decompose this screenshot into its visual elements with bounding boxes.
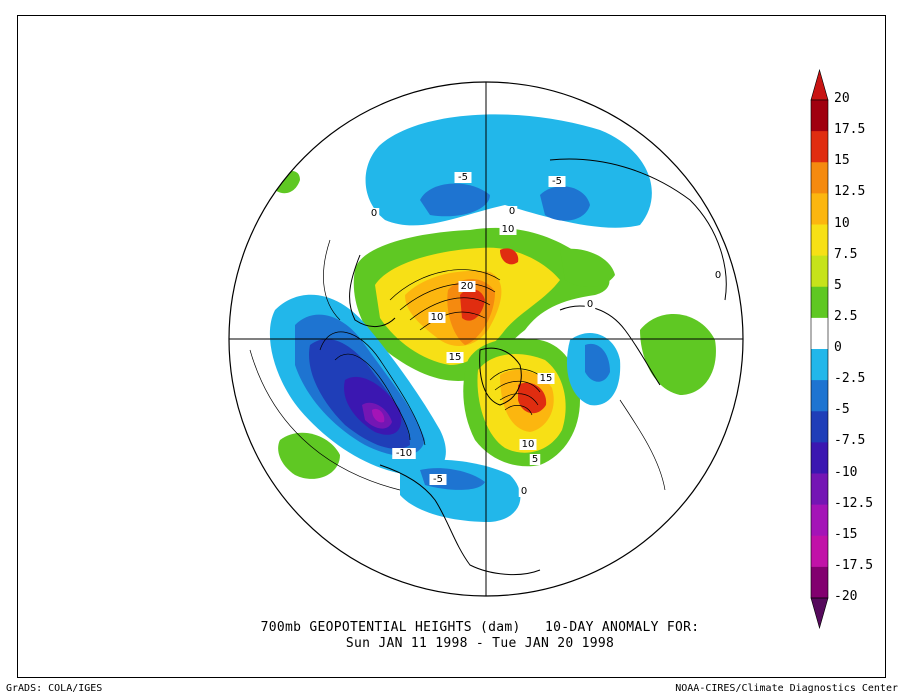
colorbar-segment [811, 193, 828, 225]
colorbar-tick-label: -2.5 [834, 371, 866, 387]
colorbar-segment [811, 255, 828, 288]
contour-label: 0 [587, 299, 593, 310]
contour-label-bg [519, 439, 537, 450]
colorbar-tick-label: -17.5 [834, 557, 874, 573]
contour-label-bg [368, 208, 380, 219]
colorbar-tick-label: 12.5 [834, 184, 866, 200]
contour-label-bg [518, 486, 530, 497]
anomaly-arctic-pos-core [460, 288, 485, 321]
contour-label-bg [499, 224, 517, 235]
contour-label: 10 [502, 224, 515, 235]
contour-label: -5 [458, 172, 468, 183]
anomaly-europe-neg-core [585, 343, 610, 382]
contour-label: 10 [431, 312, 444, 323]
map-title-line-2: Sun JAN 11 1998 - Tue JAN 20 1998 [345, 636, 615, 651]
contour-label-bg [428, 312, 446, 323]
contour-label: 0 [371, 208, 377, 219]
anomaly-siberia-core-1 [420, 183, 490, 217]
colorbar-segment [811, 100, 828, 132]
contour-label-bg [392, 448, 416, 459]
coast-north-america [379, 464, 541, 575]
contour-label: 0 [521, 486, 527, 497]
colorbar-top-arrow [810, 68, 829, 101]
colorbar-segment [811, 380, 828, 412]
colorbar-tick-label: 15 [834, 153, 850, 169]
colorbar-segment [811, 566, 828, 599]
anomaly-wpacific-positive [278, 432, 340, 479]
credit-noaa: NOAA-CIRES/Climate Diagnostics Center [675, 683, 898, 694]
coast-greenland [479, 347, 522, 406]
colorbar-tick-label: 10 [834, 215, 850, 231]
contour-label: 15 [449, 352, 462, 363]
colorbar-segment [811, 442, 828, 474]
colorbar-segment [811, 504, 828, 537]
colorbar-tick-label: 0 [834, 340, 842, 355]
colorbar-tick-label: -10 [834, 464, 858, 480]
colorbar-segment [811, 349, 828, 381]
map-title-line-1: 700mb GEOPOTENTIAL HEIGHTS (dam) 10-DAY … [260, 620, 700, 635]
colorbar-segment [811, 162, 828, 194]
colorbar-tick-label: 17.5 [834, 122, 866, 138]
colorbar-tick-label: -20 [834, 589, 858, 604]
colorbar-segment [811, 131, 828, 163]
colorbar-tick-label: -7.5 [834, 433, 866, 449]
contour-label: -5 [433, 474, 443, 485]
contour-label-bg [429, 474, 447, 485]
anomaly-med-positive [560, 248, 615, 287]
colorbar-segment [811, 473, 828, 506]
contour-label: 20 [461, 281, 474, 292]
contour-label-bg [537, 373, 555, 384]
colorbar-tick-label: -12.5 [834, 495, 874, 511]
colorbar-segment [811, 224, 828, 257]
contour-label-bg [529, 454, 541, 465]
contour-label-bg [506, 206, 518, 217]
coast-europe [559, 305, 661, 386]
colorbar-segment [811, 411, 828, 443]
contour-label: 10 [522, 439, 535, 450]
contour-label: 0 [509, 206, 515, 217]
coast-alaska [349, 254, 396, 327]
anomaly-siberia-core-2 [540, 186, 590, 221]
contour-label: -5 [552, 176, 562, 187]
contour-label-bg [584, 299, 596, 310]
colorbar-segment [811, 317, 828, 350]
colorbar-tick-label: -5 [834, 402, 850, 418]
contour-label-bg [712, 270, 724, 281]
contour-label-bg [458, 281, 476, 292]
colorbar-tick-label: -15 [834, 526, 858, 542]
contour-label: 15 [540, 373, 553, 384]
anomaly-pacific-neg-core2 [372, 408, 385, 423]
contour-label: -10 [396, 448, 412, 459]
contour-label-bg [548, 176, 566, 187]
colorbar-tick-label: 2.5 [834, 308, 858, 324]
colorbar-segment [811, 535, 828, 568]
plot-frame [17, 15, 886, 678]
anomaly-arctic-pos-core2 [500, 248, 519, 265]
credit-grads: GrADS: COLA/IGES [6, 683, 103, 694]
contour-label: 5 [532, 454, 538, 465]
contour-label-bg [454, 172, 472, 183]
contour-label: 0 [715, 270, 721, 281]
colorbar-bottom-arrow [810, 597, 829, 630]
coast-asia [549, 158, 727, 301]
colorbar-tick-label: 7.5 [834, 246, 858, 262]
colorbar-outline [810, 99, 829, 599]
contour-label-bg [446, 352, 464, 363]
colorbar-tick-label: 20 [834, 91, 850, 106]
anomaly-asia-positive [640, 313, 716, 395]
colorbar-segment [811, 286, 828, 319]
colorbar-tick-label: 5 [834, 277, 842, 293]
